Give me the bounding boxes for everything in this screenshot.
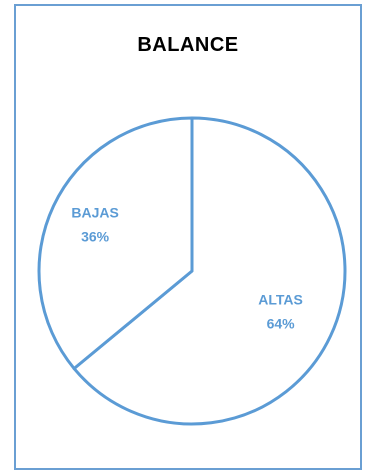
slice-value-altas: 64%	[267, 316, 296, 332]
slice-value-bajas: 36%	[81, 228, 110, 244]
slice-label-bajas: BAJAS	[71, 204, 118, 220]
slice-label-altas: ALTAS	[258, 292, 303, 308]
pie-slice-bajas	[37, 116, 194, 371]
chart-title: BALANCE	[137, 34, 239, 56]
pie-slice-altas	[72, 116, 347, 426]
